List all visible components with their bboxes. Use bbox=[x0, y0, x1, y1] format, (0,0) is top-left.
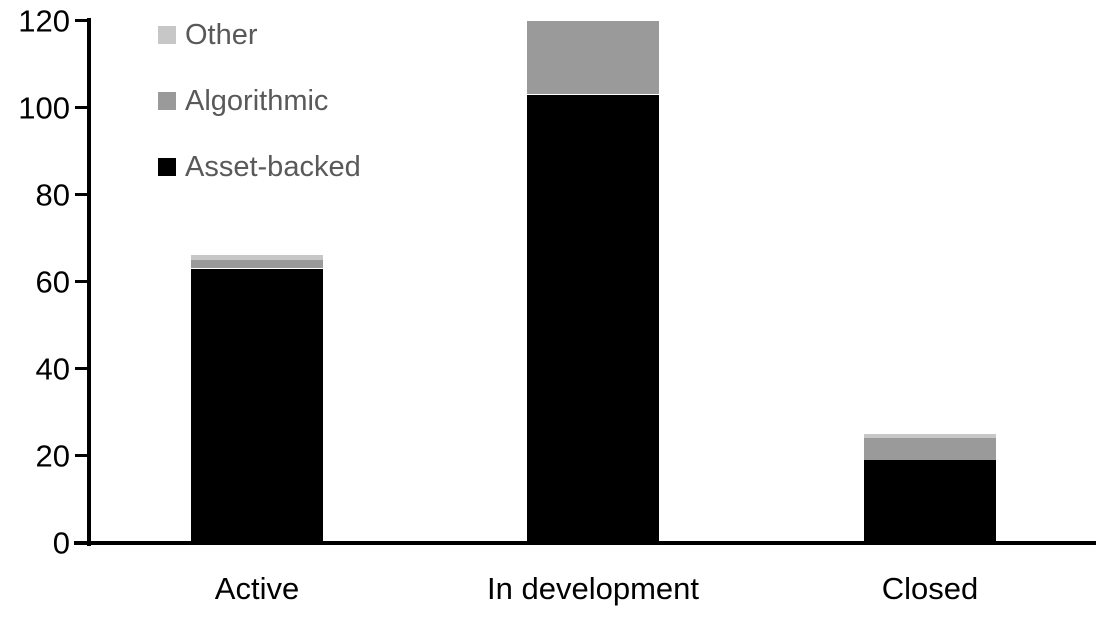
y-tick-label: 60 bbox=[35, 264, 70, 299]
y-tick-100 bbox=[75, 106, 90, 109]
y-tick-20 bbox=[75, 454, 90, 457]
x-category-label-closed: Closed bbox=[881, 571, 979, 606]
bar-in-development-algorithmic bbox=[527, 20, 659, 95]
bar-in-development-asset-backed bbox=[527, 94, 659, 543]
x-category-label-active: Active bbox=[214, 571, 300, 606]
bar-closed-asset-backed bbox=[864, 459, 996, 543]
y-tick-80 bbox=[75, 193, 90, 196]
y-tick-120 bbox=[75, 19, 90, 22]
legend-label: Algorithmic bbox=[185, 84, 329, 117]
legend-item-asset-backed: Asset-backed bbox=[158, 150, 361, 183]
y-tick-label: 100 bbox=[18, 90, 70, 125]
legend-label: Asset-backed bbox=[185, 150, 361, 183]
x-axis-line bbox=[74, 541, 1096, 545]
legend-swatch-icon bbox=[158, 92, 176, 110]
bar-active-algorithmic bbox=[191, 259, 323, 269]
y-tick-label: 40 bbox=[35, 351, 70, 386]
y-tick-60 bbox=[75, 280, 90, 283]
y-tick-label: 120 bbox=[18, 3, 70, 38]
bar-active-asset-backed bbox=[191, 268, 323, 543]
legend-item-other: Other bbox=[158, 18, 258, 51]
y-tick-40 bbox=[75, 367, 90, 370]
y-tick-label: 0 bbox=[52, 525, 70, 560]
bar-closed-other bbox=[864, 433, 996, 439]
legend-swatch-icon bbox=[158, 158, 176, 176]
bar-active-other bbox=[191, 255, 323, 260]
bar-closed-algorithmic bbox=[864, 438, 996, 460]
legend-swatch-icon bbox=[158, 26, 176, 44]
y-tick-label: 80 bbox=[35, 177, 70, 212]
y-tick-label: 20 bbox=[35, 438, 70, 473]
legend-item-algorithmic: Algorithmic bbox=[158, 84, 329, 117]
legend-label: Other bbox=[185, 18, 258, 51]
x-category-label-in-development: In development bbox=[487, 571, 699, 606]
